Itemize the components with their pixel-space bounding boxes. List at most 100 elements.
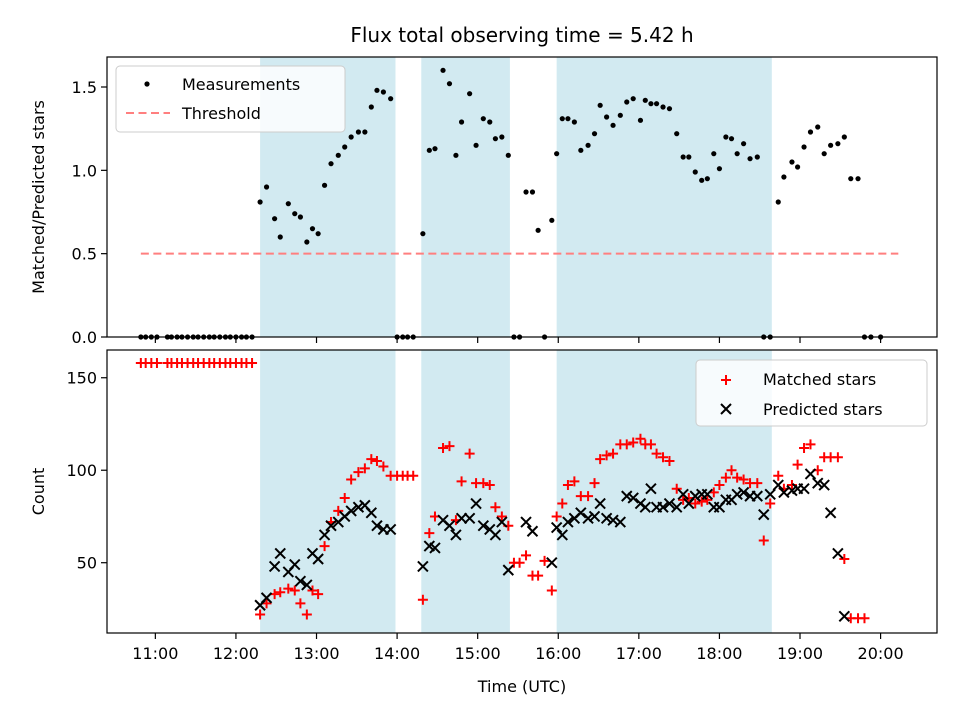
measurements-point-107 bbox=[807, 129, 814, 135]
predicted-stars-point-59 bbox=[502, 564, 515, 576]
matched-stars-point-79 bbox=[628, 437, 639, 448]
predicted-stars-point-101 bbox=[764, 488, 776, 500]
measurements-point-37 bbox=[362, 129, 368, 135]
x-tick-label-4: 15:00 bbox=[455, 644, 501, 663]
measurements-point-46 bbox=[420, 231, 426, 237]
predicted-stars-point-73 bbox=[588, 510, 601, 523]
measurements-point-69 bbox=[565, 116, 571, 122]
matched-stars-point-76 bbox=[608, 448, 619, 459]
measurements-point-48 bbox=[432, 146, 438, 152]
matched-stars-point-97 bbox=[738, 474, 749, 485]
matched-stars-point-21 bbox=[255, 609, 266, 620]
x-axis-label: Time (UTC) bbox=[477, 677, 566, 696]
measurements-point-109 bbox=[821, 151, 827, 157]
matched-stars-point-74 bbox=[595, 454, 606, 465]
matched-stars-point-50 bbox=[444, 441, 455, 452]
legend-marker-predicted-stars bbox=[720, 403, 732, 415]
measurements-point-94 bbox=[723, 134, 729, 140]
measurements-point-68 bbox=[559, 116, 565, 122]
measurements-point-90 bbox=[699, 177, 705, 183]
matched-stars-point-57 bbox=[490, 502, 501, 513]
matched-stars-point-89 bbox=[690, 498, 701, 509]
predicted-stars-point-97 bbox=[737, 486, 750, 499]
predicted-stars-point-86 bbox=[671, 501, 683, 513]
predicted-stars-point-50 bbox=[443, 520, 456, 532]
matched-stars-point-68 bbox=[557, 498, 568, 509]
legend-marker-matched-stars bbox=[721, 375, 731, 385]
measurements-point-53 bbox=[467, 91, 473, 97]
predicted-stars-point-71 bbox=[575, 507, 587, 519]
matched-stars-point-24 bbox=[275, 587, 286, 598]
top-legend-box bbox=[115, 65, 346, 133]
measurements-point-35 bbox=[348, 134, 354, 140]
measurements-point-98 bbox=[747, 156, 753, 162]
predicted-stars-point-72 bbox=[582, 512, 594, 525]
matched-stars-point-62 bbox=[521, 550, 532, 561]
measurements-point-33 bbox=[335, 152, 341, 158]
shaded-interval-1 bbox=[260, 350, 396, 633]
legend-label-measurements: Measurements bbox=[182, 75, 300, 94]
y-tick-label-2: 1.0 bbox=[72, 161, 97, 180]
matched-stars-point-28 bbox=[301, 609, 312, 620]
matched-stars-point-31 bbox=[319, 541, 330, 552]
measurements-point-67 bbox=[554, 151, 560, 157]
matched-stars-point-25 bbox=[283, 583, 294, 594]
predicted-stars-point-110 bbox=[824, 507, 837, 519]
predicted-stars-point-112 bbox=[838, 610, 851, 623]
matched-stars-point-27 bbox=[295, 598, 306, 609]
measurements-point-84 bbox=[660, 104, 666, 110]
predicted-stars-point-55 bbox=[477, 520, 490, 532]
predicted-stars-point-57 bbox=[489, 529, 502, 541]
predicted-stars-point-109 bbox=[818, 479, 830, 491]
legend-label-matched-stars: Matched stars bbox=[763, 370, 876, 389]
measurements-point-56 bbox=[487, 119, 493, 125]
matched-stars-point-80 bbox=[635, 433, 646, 444]
predicted-stars-point-99 bbox=[751, 490, 764, 502]
y-tick-label-2: 150 bbox=[66, 369, 97, 388]
measurements-point-111 bbox=[835, 141, 841, 147]
matched-stars-point-69 bbox=[562, 480, 573, 491]
x-tick-label-8: 19:00 bbox=[777, 644, 823, 663]
matched-stars-point-40 bbox=[378, 461, 389, 472]
predicted-stars-point-31 bbox=[318, 529, 331, 541]
matched-stars-point-38 bbox=[366, 454, 377, 465]
matched-stars-point-85 bbox=[664, 455, 675, 466]
measurements-point-21 bbox=[257, 199, 263, 205]
matched-stars-point-83 bbox=[651, 448, 662, 459]
matched-stars-point-101 bbox=[765, 498, 776, 509]
predicted-stars-point-82 bbox=[645, 483, 657, 495]
y-tick-label-0: 50 bbox=[77, 554, 97, 573]
measurements-point-57 bbox=[492, 136, 499, 142]
predicted-stars-point-66 bbox=[546, 557, 558, 569]
matched-stars-point-70 bbox=[569, 476, 580, 487]
matched-stars-point-39 bbox=[371, 455, 382, 466]
predicted-stars-point-77 bbox=[614, 516, 627, 528]
measurements-point-55 bbox=[480, 116, 486, 122]
predicted-stars-point-22 bbox=[260, 592, 273, 604]
matched-stars-point-94 bbox=[720, 472, 731, 483]
x-tick-label-6: 17:00 bbox=[616, 644, 662, 663]
matched-stars-point-20 bbox=[247, 357, 258, 368]
x-tick-label-7: 18:00 bbox=[696, 644, 742, 663]
measurements-point-58 bbox=[499, 134, 505, 140]
measurements-point-38 bbox=[368, 104, 374, 110]
shaded-interval-2 bbox=[421, 350, 510, 633]
measurements-point-112 bbox=[841, 134, 847, 140]
measurements-point-76 bbox=[610, 122, 616, 128]
y-tick-label-3: 1.5 bbox=[72, 78, 97, 97]
measurements-point-52 bbox=[458, 119, 465, 125]
top-y-axis-label: Matched/Predicted stars bbox=[29, 100, 48, 294]
measurements-point-36 bbox=[355, 129, 362, 135]
predicted-stars-point-26 bbox=[289, 558, 301, 571]
predicted-stars-point-35 bbox=[345, 505, 357, 517]
measurements-point-106 bbox=[801, 144, 807, 150]
predicted-stars-point-89 bbox=[689, 490, 701, 502]
measurements-point-51 bbox=[453, 152, 459, 158]
measurements-point-83 bbox=[653, 101, 660, 107]
measurements-point-41 bbox=[388, 96, 394, 102]
bottom-y-axis-label: Count bbox=[29, 468, 48, 516]
matched-stars-point-26 bbox=[289, 585, 300, 596]
measurements-point-63 bbox=[529, 189, 536, 195]
predicted-stars-point-91 bbox=[701, 488, 714, 500]
